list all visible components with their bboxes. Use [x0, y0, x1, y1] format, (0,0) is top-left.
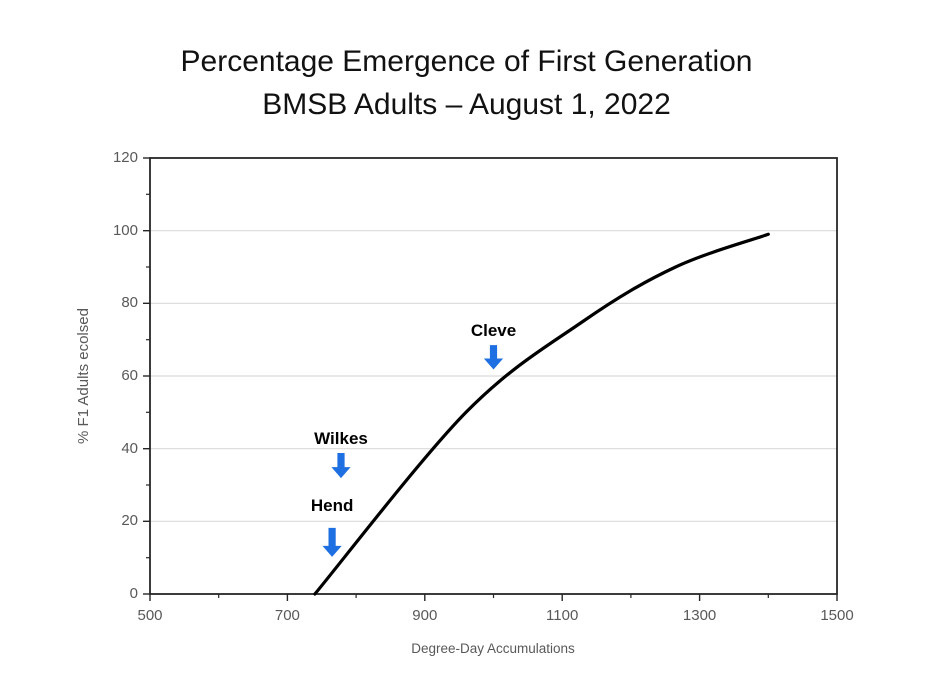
x-axis-title: Degree-Day Accumulations	[411, 641, 575, 656]
x-tick-label-700: 700	[274, 607, 300, 624]
y-tick-label-40: 40	[121, 439, 138, 457]
y-tick-label-20: 20	[121, 512, 138, 530]
x-tick-label-1100: 1100	[546, 607, 579, 624]
chart-plot-svg	[143, 157, 838, 601]
y-tick-label-100: 100	[112, 221, 138, 239]
chart-title: Percentage Emergence of First Generation…	[0, 40, 933, 126]
annotation-arrow-wilkes-icon	[331, 453, 351, 479]
chart-title-line2: BMSB Adults – August 1, 2022	[262, 88, 671, 121]
annotation-arrow-cleve-icon	[483, 345, 504, 370]
annotation-label-wilkes: Wilkes	[314, 429, 368, 449]
y-tick-label-80: 80	[121, 294, 138, 312]
annotation-arrow-hend-icon	[322, 527, 342, 557]
series-line-0	[313, 232, 770, 596]
y-tick-label-0: 0	[129, 585, 138, 602]
chart-area: % F1 Adults ecolsed Degree-Day Accumulat…	[75, 149, 854, 656]
annotation-label-cleve: Cleve	[470, 320, 517, 340]
x-tick-label-1300: 1300	[682, 607, 717, 624]
annotation-label-hend: Hend	[310, 496, 354, 515]
x-tick-label-900: 900	[412, 607, 438, 624]
chart-title-line1: Percentage Emergence of First Generation	[180, 45, 753, 78]
x-tick-label-1500: 1500	[820, 607, 854, 624]
y-tick-label-120: 120	[112, 149, 138, 166]
x-tick-label-500: 500	[137, 607, 163, 624]
y-tick-label-60: 60	[121, 367, 138, 384]
